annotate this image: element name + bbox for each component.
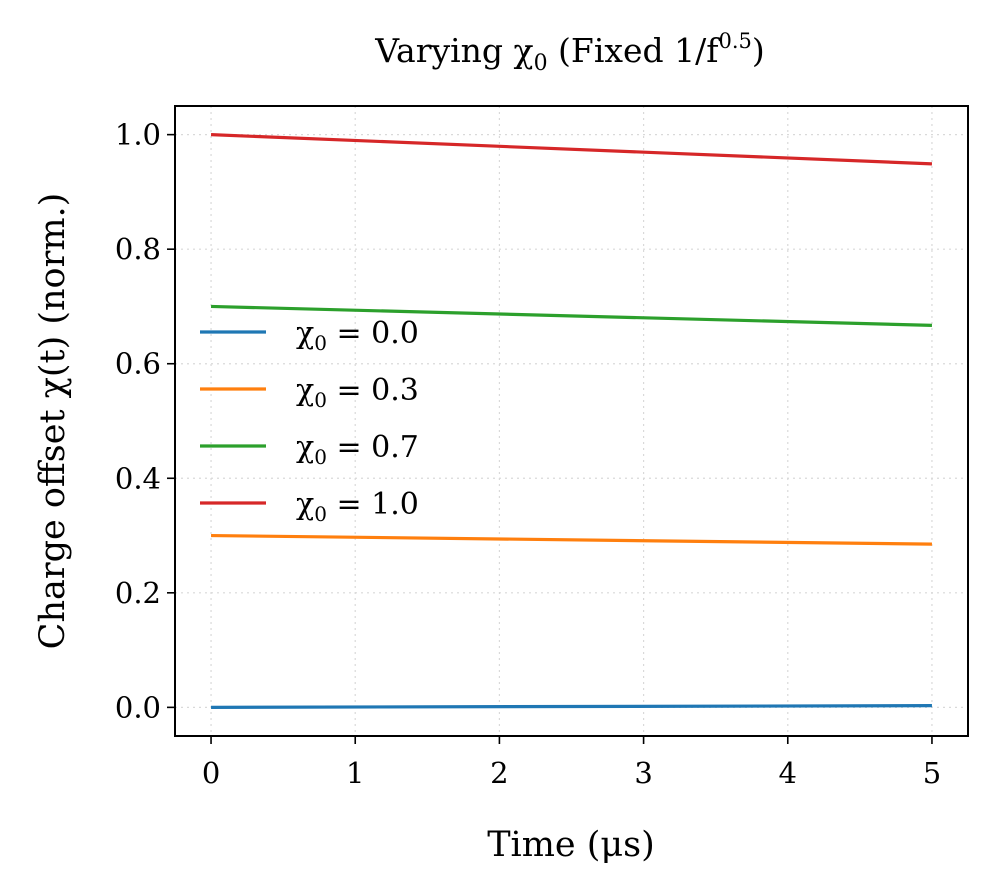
legend-label: χ0 = 0.0 (296, 316, 419, 355)
y-axis-title: Charge offset χ(t) (norm.) (33, 193, 73, 650)
series-line (210, 133, 933, 166)
chart-title-sub: 0 (534, 51, 548, 76)
chart-title-mid: (Fixed 1/f (548, 31, 722, 70)
x-tick-label: 4 (779, 756, 797, 790)
legend-value: 1.0 (371, 487, 419, 522)
legend-label: χ0 = 1.0 (296, 487, 419, 526)
legend-value: 0.3 (371, 373, 419, 408)
legend-value: 0.7 (371, 430, 419, 465)
y-tick-label: 1.0 (115, 118, 161, 152)
chart-title: Varying χ0 (Fixed 1/f0.5) (374, 29, 765, 76)
tick-layer: 0 1 2 3 4 5 0.0 0.2 0.4 0.6 0.8 1.0 (115, 118, 941, 790)
x-tick-label: 5 (923, 756, 941, 790)
series-layer (210, 133, 933, 709)
series-line (211, 704, 932, 709)
x-tick-label: 2 (490, 756, 508, 790)
y-tick-label: 0.2 (115, 576, 161, 610)
x-tick-label: 0 (202, 756, 220, 790)
y-tick-label: 0.6 (115, 347, 161, 381)
legend-label: χ0 = 0.3 (296, 373, 419, 412)
series-line (211, 304, 932, 327)
plot-frame (174, 105, 969, 737)
series-line (211, 533, 932, 546)
chart-title-sup: 0.5 (718, 29, 751, 53)
legend-label: χ0 = 0.7 (296, 430, 419, 469)
x-tick-label: 1 (346, 756, 364, 790)
x-tick-label: 3 (634, 756, 652, 790)
grid-layer (175, 106, 968, 736)
legend-value: 0.0 (371, 316, 419, 351)
y-tick-label: 0.8 (115, 232, 161, 266)
y-tick-label: 0.4 (115, 461, 161, 495)
x-axis-title: Time (μs) (487, 825, 655, 865)
legend: χ0 = 0.0 χ0 = 0.3 χ0 = 0.7 χ0 = 1.0 (200, 316, 419, 526)
y-tick-label: 0.0 (115, 690, 161, 724)
chart-title-base: Varying χ (374, 31, 533, 70)
chart-title-end: ) (752, 31, 765, 70)
